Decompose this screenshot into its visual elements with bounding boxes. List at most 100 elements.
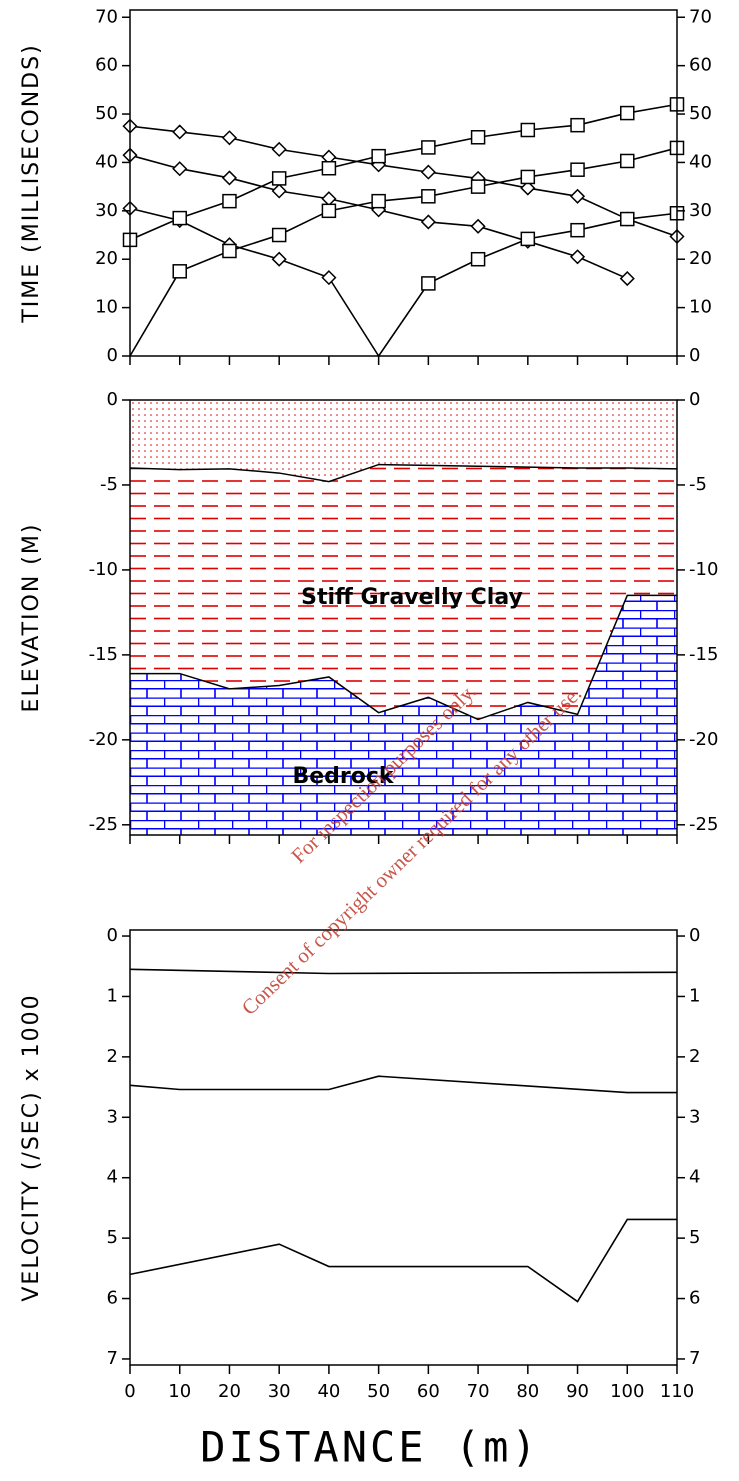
x-tick-label: 70 — [467, 1381, 490, 1402]
y-tick-label-right: 70 — [689, 6, 712, 27]
series-line — [129, 103, 678, 241]
square-marker — [321, 160, 337, 176]
diamond-marker — [221, 130, 238, 146]
y-tick-label-right: -5 — [689, 474, 707, 495]
y-axis-title: ELEVATION (M) — [19, 523, 44, 713]
x-tick-label: 60 — [417, 1381, 440, 1402]
y-tick-label-right: 20 — [689, 248, 712, 269]
y-tick-label-right: 3 — [689, 1106, 700, 1127]
square-marker — [520, 231, 536, 247]
diamond-marker — [172, 124, 188, 140]
y-tick-label: 60 — [95, 55, 118, 76]
diamond-marker — [569, 188, 586, 204]
series-line — [129, 1218, 677, 1303]
y-tick-label: 7 — [107, 1348, 118, 1369]
square-marker — [222, 193, 237, 209]
y-tick-label: 5 — [107, 1227, 118, 1248]
y-tick-label-right: 0 — [689, 389, 700, 410]
square-marker — [620, 153, 635, 169]
y-tick-label: 40 — [95, 151, 118, 172]
square-marker — [222, 243, 237, 259]
square-marker — [570, 222, 585, 238]
diamond-marker — [619, 271, 635, 287]
diamond-marker — [271, 141, 287, 157]
y-tick-label-right: 40 — [689, 151, 712, 172]
diamond-marker — [420, 214, 436, 230]
square-marker — [520, 122, 536, 138]
y-tick-label: 0 — [107, 389, 118, 410]
x-tick-label: 0 — [124, 1381, 135, 1402]
y-tick-label: 3 — [107, 1106, 118, 1127]
y-tick-label-right: 2 — [689, 1046, 700, 1067]
plot-frame — [129, 399, 678, 836]
x-tick-label: 100 — [610, 1381, 644, 1402]
y-tick-label: 2 — [107, 1046, 118, 1067]
y-tick-label-right: 7 — [689, 1348, 700, 1369]
series-line — [129, 207, 380, 357]
square-marker — [172, 210, 187, 226]
y-tick-label: 10 — [95, 297, 118, 318]
square-marker — [570, 117, 585, 133]
layer-fill — [130, 400, 677, 720]
y-tick-label-right: 4 — [689, 1167, 700, 1188]
square-marker — [470, 130, 486, 145]
y-axis-title: VELOCITY (/SEC) x 1000 — [19, 993, 44, 1301]
square-marker — [620, 105, 635, 121]
y-tick-label-right: 50 — [689, 103, 712, 124]
y-tick-label-right: 0 — [689, 925, 700, 946]
square-marker — [172, 264, 187, 279]
diamond-marker — [321, 191, 337, 207]
plot-frame — [129, 929, 678, 1366]
y-tick-label: -10 — [89, 559, 118, 580]
y-tick-label-right: -25 — [689, 814, 718, 835]
x-tick-label: 20 — [218, 1381, 241, 1402]
y-tick-label-right: 1 — [689, 985, 700, 1006]
layer-boundary — [129, 463, 678, 483]
x-tick-label: 110 — [660, 1381, 694, 1402]
x-tick-label: 50 — [367, 1381, 390, 1402]
y-tick-label-right: 0 — [689, 345, 700, 366]
plot-frame — [129, 9, 678, 357]
x-tick-label: 40 — [317, 1381, 340, 1402]
square-marker — [371, 148, 386, 164]
diamond-marker — [420, 164, 436, 180]
diamond-marker — [271, 183, 287, 199]
y-axis-title: TIME (MILLISECONDS) — [19, 43, 44, 323]
square-marker — [421, 189, 436, 204]
series-line — [129, 968, 678, 975]
y-tick-label: 30 — [95, 200, 118, 221]
y-tick-label: -15 — [89, 644, 118, 665]
y-tick-label: 4 — [107, 1167, 118, 1188]
square-marker — [520, 169, 536, 185]
y-tick-label-right: 10 — [689, 297, 712, 318]
y-tick-label: 1 — [107, 985, 118, 1006]
diamond-marker — [470, 218, 486, 234]
y-tick-label: -5 — [100, 474, 118, 495]
square-marker — [371, 193, 386, 209]
y-tick-label-right: 60 — [689, 55, 712, 76]
x-axis-title: DISTANCE (m) — [200, 1423, 539, 1472]
y-tick-label-right: -15 — [689, 644, 718, 665]
series-line — [129, 1075, 677, 1094]
y-tick-label: 50 — [95, 103, 118, 124]
diamond-marker — [271, 251, 287, 267]
square-marker — [620, 211, 635, 227]
y-tick-label-right: 30 — [689, 200, 712, 221]
diamond-marker — [221, 170, 238, 186]
diamond-marker — [172, 161, 188, 177]
square-marker — [271, 171, 287, 186]
diamond-marker — [520, 180, 536, 196]
layer-fill — [130, 400, 677, 482]
square-marker — [421, 140, 436, 155]
layer-label: Bedrock — [292, 764, 394, 789]
series-line — [129, 125, 678, 238]
y-tick-label-right: 5 — [689, 1227, 700, 1248]
layer-boundary — [130, 594, 677, 721]
y-tick-label: 0 — [107, 925, 118, 946]
x-tick-label: 80 — [516, 1381, 539, 1402]
square-marker — [321, 203, 337, 219]
square-marker — [470, 251, 486, 267]
y-tick-label: -25 — [89, 814, 118, 835]
diamond-marker — [321, 270, 337, 286]
